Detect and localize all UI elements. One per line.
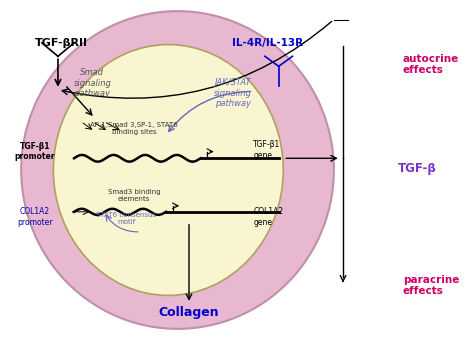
Text: Smad
signaling
pathway: Smad signaling pathway: [73, 68, 111, 98]
Text: autocrine
effects: autocrine effects: [403, 54, 459, 75]
Text: COL1A2
promoter: COL1A2 promoter: [17, 207, 53, 226]
Ellipse shape: [21, 11, 334, 329]
Text: TGF-β1
gene: TGF-β1 gene: [254, 140, 281, 160]
Text: TGF-βRII: TGF-βRII: [35, 38, 88, 48]
Text: Smad3 binding
elements: Smad3 binding elements: [108, 189, 160, 202]
Text: AP-1,Smad 3,SP-1, STAT6
binding sites: AP-1,Smad 3,SP-1, STAT6 binding sites: [90, 122, 178, 135]
Text: COL1A2
gene: COL1A2 gene: [254, 207, 283, 226]
Ellipse shape: [54, 45, 283, 295]
Text: TGF-β: TGF-β: [398, 162, 437, 175]
Text: TGF-β1
promoter: TGF-β1 promoter: [15, 142, 55, 161]
Text: paracrine
effects: paracrine effects: [403, 275, 459, 296]
Text: STAT6 consensus
motif: STAT6 consensus motif: [96, 212, 156, 225]
Text: Collagen: Collagen: [159, 306, 219, 319]
Text: IL-4R/IL-13R: IL-4R/IL-13R: [232, 38, 303, 48]
Text: JAK/STAT
signaling
pathway: JAK/STAT signaling pathway: [214, 78, 252, 108]
